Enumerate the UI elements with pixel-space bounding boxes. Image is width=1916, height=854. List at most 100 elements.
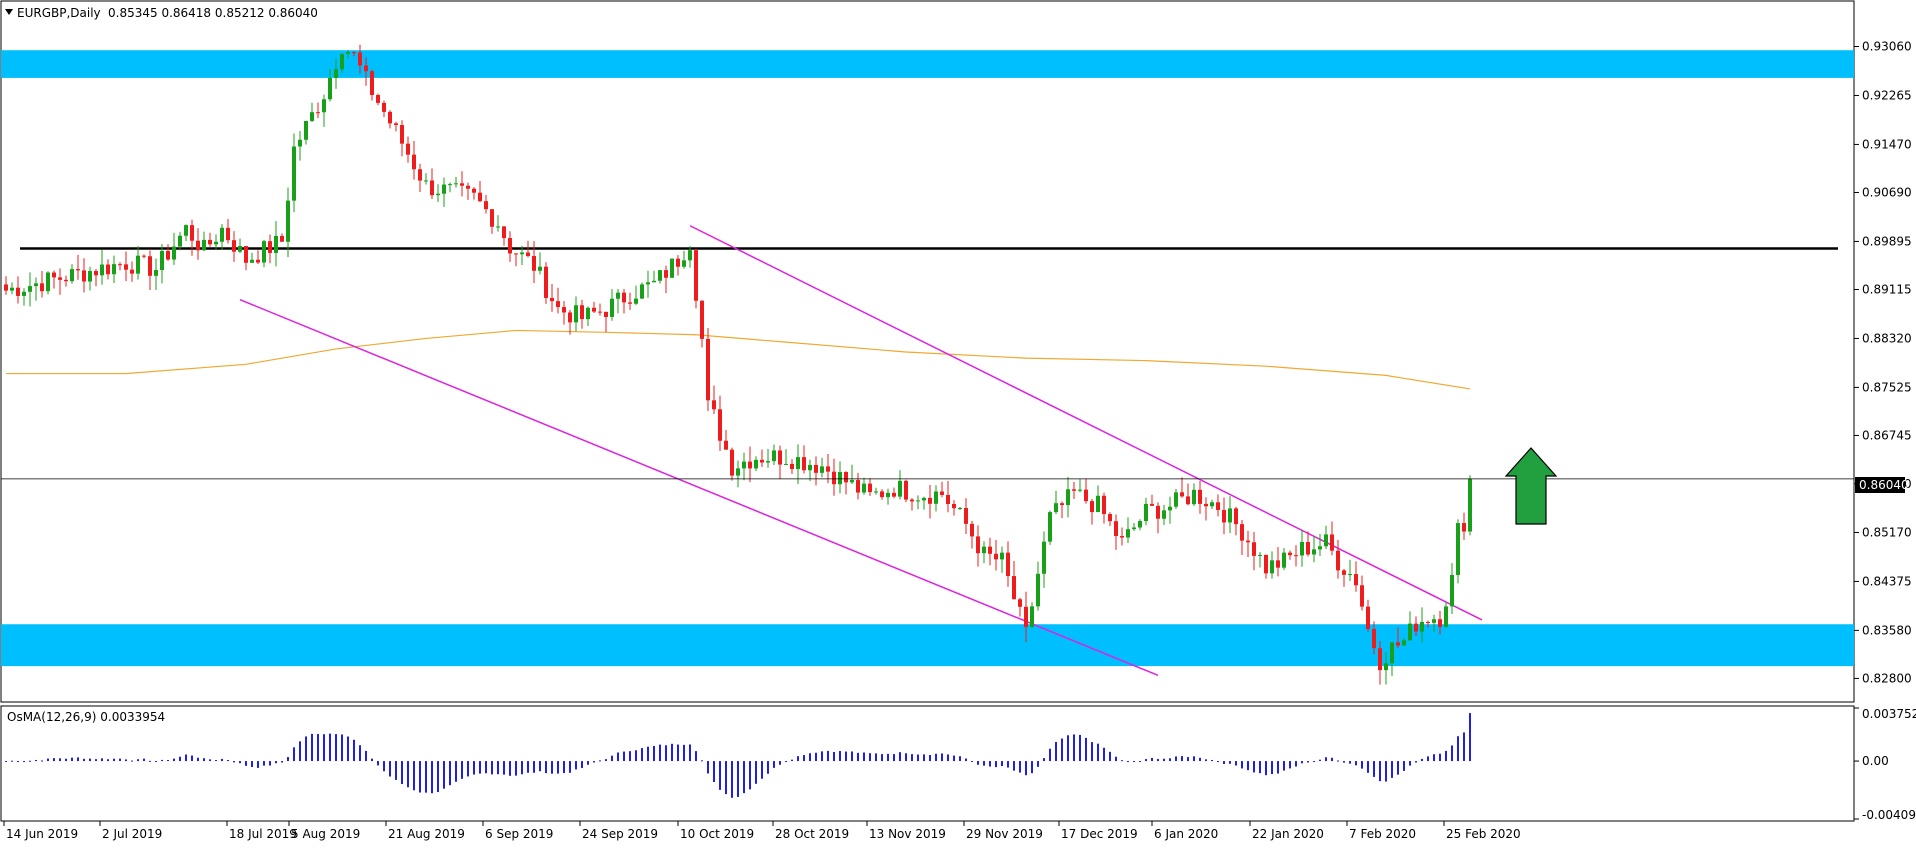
- osma-bar: [113, 758, 115, 762]
- osma-bar: [65, 758, 67, 762]
- candle: [844, 471, 848, 495]
- candle-body: [328, 77, 332, 100]
- candle-body: [1342, 570, 1346, 575]
- osma-bar: [161, 759, 163, 762]
- candle-body: [430, 180, 434, 196]
- candle: [1150, 494, 1154, 506]
- candle: [922, 496, 926, 510]
- osma-bar: [1463, 732, 1465, 762]
- osma-bar: [689, 744, 691, 762]
- collapse-triangle-icon[interactable]: [5, 9, 13, 15]
- candle: [622, 288, 626, 314]
- candle: [466, 182, 470, 200]
- candle: [1144, 497, 1148, 526]
- candle: [184, 224, 188, 242]
- candle: [1096, 485, 1100, 513]
- candle-body: [220, 227, 224, 242]
- candle: [268, 234, 272, 264]
- osma-bar: [1133, 761, 1135, 763]
- candle-body: [1102, 495, 1106, 515]
- candle: [856, 472, 860, 500]
- osma-bar: [1247, 761, 1249, 771]
- candle-body: [526, 252, 530, 257]
- candle-body: [70, 269, 74, 282]
- time-tick-label: 6 Sep 2019: [485, 827, 553, 841]
- osma-bar: [611, 755, 613, 762]
- osma-bar: [281, 761, 283, 763]
- candle-body: [1432, 619, 1436, 623]
- candle-body: [1414, 623, 1418, 632]
- candle: [196, 228, 200, 260]
- osma-bar: [77, 757, 79, 762]
- osma-bar: [269, 761, 271, 766]
- candle-body: [82, 270, 86, 282]
- candle: [172, 232, 176, 265]
- osma-bar: [1379, 761, 1381, 782]
- candle-body: [508, 238, 512, 254]
- osma-bar: [617, 752, 619, 762]
- candle-body: [286, 200, 290, 242]
- osma-bar: [1295, 761, 1297, 767]
- time-tick-label: 28 Oct 2019: [775, 827, 849, 841]
- candle-body: [94, 271, 98, 276]
- osma-bar: [1031, 761, 1033, 774]
- candle-body: [382, 102, 386, 112]
- price-tick-label: 0.84375: [1862, 574, 1912, 588]
- osma-bar: [107, 759, 109, 762]
- candle-body: [802, 457, 806, 471]
- osma-bar: [695, 751, 697, 762]
- candle: [976, 525, 980, 567]
- osma-bar: [737, 761, 739, 797]
- candle-body: [628, 302, 632, 304]
- osma-bar: [125, 759, 127, 762]
- time-tick-label: 24 Sep 2019: [582, 827, 658, 841]
- osma-bar: [1121, 760, 1123, 762]
- candle: [904, 479, 908, 503]
- candle-body: [700, 300, 704, 339]
- osma-bar: [995, 761, 997, 768]
- candle-body: [1012, 576, 1016, 600]
- osma-bar: [1451, 745, 1453, 762]
- osma-bar: [155, 761, 157, 763]
- candle-body: [1042, 541, 1046, 574]
- osma-bar: [533, 761, 535, 773]
- candle-body: [1132, 527, 1136, 530]
- candle-body: [1210, 502, 1214, 507]
- candle-body: [676, 258, 680, 267]
- osma-bar: [131, 760, 133, 762]
- candle-body: [928, 497, 932, 504]
- candle-body: [1216, 502, 1220, 510]
- candle: [388, 110, 392, 129]
- candle: [1054, 490, 1058, 515]
- price-tick-label: 0.92265: [1862, 88, 1912, 102]
- osma-bar: [713, 761, 715, 782]
- osma-bar: [221, 758, 223, 762]
- candle: [1336, 539, 1340, 579]
- osma-bar: [905, 753, 907, 762]
- candle: [616, 288, 620, 314]
- candle-body: [184, 225, 188, 236]
- candle-body: [1138, 521, 1142, 528]
- candle: [532, 241, 536, 284]
- candle: [412, 140, 416, 180]
- osma-bar: [89, 758, 91, 762]
- candle-body: [1048, 512, 1052, 542]
- candle-body: [274, 235, 278, 253]
- candle-body: [166, 251, 170, 260]
- osma-bar: [29, 760, 31, 762]
- osma-bar: [167, 759, 169, 762]
- candlestick-series: [4, 44, 1472, 685]
- candle-body: [742, 461, 746, 469]
- time-tick-label: 5 Aug 2019: [291, 827, 360, 841]
- osma-bar: [569, 761, 571, 773]
- candle-body: [658, 270, 662, 281]
- osma-bar: [623, 751, 625, 762]
- candle: [778, 445, 782, 479]
- candle-body: [922, 497, 926, 501]
- candle: [658, 269, 662, 284]
- osma-bar: [203, 758, 205, 762]
- osma-bar: [197, 757, 199, 762]
- osma-bar: [725, 761, 727, 795]
- candle-body: [304, 120, 308, 140]
